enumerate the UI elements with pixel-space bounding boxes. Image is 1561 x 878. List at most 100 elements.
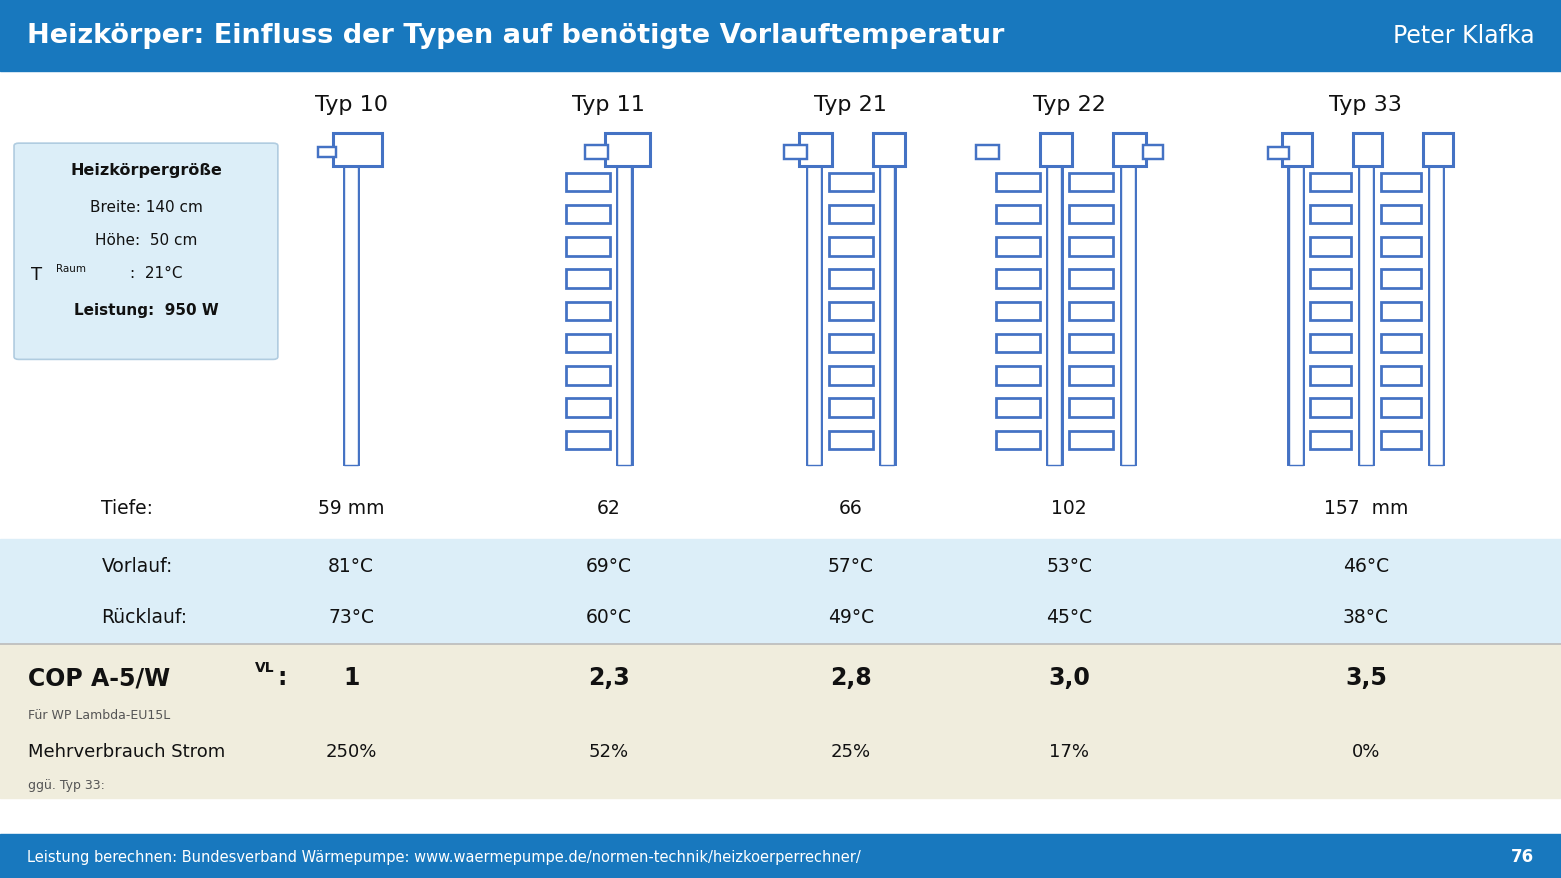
Bar	[784, 146, 807, 160]
Text: Peter Klafka: Peter Klafka	[1392, 24, 1534, 48]
Text: 17%: 17%	[1049, 743, 1090, 760]
Text: Vorlauf:: Vorlauf:	[101, 556, 173, 575]
Text: 60°C: 60°C	[585, 607, 632, 626]
Bar	[1355, 142, 1377, 467]
Bar	[1430, 144, 1442, 465]
Bar	[1143, 146, 1163, 160]
Bar	[1310, 367, 1350, 385]
Bar	[318, 148, 337, 158]
Bar	[565, 399, 609, 417]
Text: 59 mm: 59 mm	[318, 498, 384, 517]
Bar	[340, 142, 362, 467]
Bar	[584, 146, 609, 160]
Bar	[1310, 174, 1350, 192]
Bar	[996, 302, 1040, 320]
Bar	[829, 302, 873, 320]
Bar	[1380, 335, 1421, 353]
Bar	[996, 431, 1040, 450]
Text: 76: 76	[1511, 847, 1534, 865]
Text: Typ 33: Typ 33	[1330, 95, 1402, 115]
Bar	[996, 174, 1040, 192]
Bar	[1310, 399, 1350, 417]
Bar	[565, 367, 609, 385]
Bar	[1310, 302, 1350, 320]
Bar	[1380, 205, 1421, 224]
Text: Typ 22: Typ 22	[1033, 95, 1105, 115]
Text: 2,3: 2,3	[588, 666, 629, 689]
Bar	[996, 367, 1040, 385]
Bar	[1069, 270, 1113, 289]
Text: Für WP Lambda-EU15L: Für WP Lambda-EU15L	[28, 709, 170, 722]
Text: 81°C: 81°C	[328, 556, 375, 575]
Bar	[1380, 302, 1421, 320]
Text: Typ 10: Typ 10	[315, 95, 387, 115]
Text: Tiefe:: Tiefe:	[101, 498, 153, 517]
Bar	[565, 205, 609, 224]
Text: 38°C: 38°C	[1342, 607, 1389, 626]
Text: Rücklauf:: Rücklauf:	[101, 607, 187, 626]
Text: 1: 1	[343, 666, 359, 689]
Bar	[1069, 205, 1113, 224]
Bar	[1380, 431, 1421, 450]
Bar	[0, 834, 1561, 878]
Bar	[1352, 133, 1383, 167]
Bar	[334, 133, 381, 167]
Bar	[0, 539, 1561, 644]
Bar	[1118, 142, 1138, 467]
Bar	[1282, 133, 1311, 167]
Bar	[829, 431, 873, 450]
Bar	[0, 0, 1561, 72]
Bar	[1310, 335, 1350, 353]
Bar	[996, 238, 1040, 256]
Text: Typ 11: Typ 11	[573, 95, 645, 115]
Text: Leistung:  950 W: Leistung: 950 W	[73, 303, 219, 318]
Text: :  21°C: : 21°C	[130, 266, 183, 281]
Bar	[1424, 133, 1453, 167]
Bar	[873, 133, 905, 167]
Bar	[0, 644, 1561, 798]
Text: 0%: 0%	[1352, 743, 1380, 760]
Bar	[799, 133, 832, 167]
Bar	[565, 302, 609, 320]
Text: Mehrverbrauch Strom: Mehrverbrauch Strom	[28, 743, 225, 760]
Bar	[1380, 399, 1421, 417]
FancyBboxPatch shape	[14, 144, 278, 360]
Text: 53°C: 53°C	[1046, 556, 1093, 575]
Bar	[1121, 144, 1135, 465]
Text: 3,0: 3,0	[1049, 666, 1090, 689]
Bar	[565, 431, 609, 450]
Text: Höhe:  50 cm: Höhe: 50 cm	[95, 233, 197, 248]
Text: 46°C: 46°C	[1342, 556, 1389, 575]
Text: 2,8: 2,8	[830, 666, 871, 689]
Bar	[829, 399, 873, 417]
Bar	[0, 72, 1561, 138]
Text: 25%: 25%	[830, 743, 871, 760]
Text: :: :	[278, 666, 287, 689]
Text: 52%: 52%	[588, 743, 629, 760]
Bar	[1286, 142, 1305, 467]
Bar	[1380, 270, 1421, 289]
Text: 57°C: 57°C	[827, 556, 874, 575]
Bar	[565, 174, 609, 192]
Bar	[1380, 238, 1421, 256]
Bar	[996, 270, 1040, 289]
Text: COP A-5/W: COP A-5/W	[28, 666, 170, 689]
Text: 62: 62	[596, 498, 621, 517]
Bar	[1380, 367, 1421, 385]
Bar	[615, 142, 634, 467]
Text: 250%: 250%	[326, 743, 376, 760]
Bar	[1069, 335, 1113, 353]
Bar	[1069, 399, 1113, 417]
Text: 66: 66	[838, 498, 863, 517]
Bar	[1310, 431, 1350, 450]
Text: 73°C: 73°C	[328, 607, 375, 626]
Bar	[829, 205, 873, 224]
Bar	[1268, 148, 1289, 160]
Text: Typ 21: Typ 21	[815, 95, 887, 115]
Text: Heizkörpergröße: Heizkörpergröße	[70, 162, 222, 177]
Text: Leistung berechnen: Bundesverband Wärmepumpe: www.waermepumpe.de/normen-technik/: Leistung berechnen: Bundesverband Wärmep…	[27, 848, 860, 864]
Text: 69°C: 69°C	[585, 556, 632, 575]
Text: Breite: 140 cm: Breite: 140 cm	[89, 199, 203, 214]
Text: T: T	[31, 266, 42, 284]
Bar	[565, 335, 609, 353]
